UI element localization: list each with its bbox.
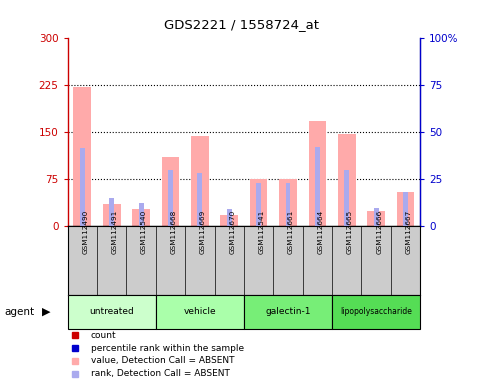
Bar (139, 202, 143, 227)
Text: GDS2221 / 1558724_at: GDS2221 / 1558724_at (164, 18, 319, 31)
Text: GSM112670: GSM112670 (229, 210, 235, 254)
Bar (374, 208, 379, 227)
Bar (344, 170, 349, 227)
Text: GSM112490: GSM112490 (82, 210, 88, 254)
Bar (162, 157, 179, 227)
Bar (103, 204, 120, 227)
Bar (73, 87, 91, 227)
Bar (80, 148, 85, 227)
Bar (279, 179, 297, 227)
Bar (250, 179, 268, 227)
Text: agent: agent (5, 307, 35, 317)
Bar (367, 211, 385, 227)
Text: GSM112665: GSM112665 (347, 210, 353, 254)
Text: GSM112668: GSM112668 (170, 210, 176, 254)
Text: GSM112491: GSM112491 (112, 210, 118, 254)
Text: count: count (90, 331, 116, 340)
Bar (403, 192, 408, 227)
Bar (397, 192, 414, 227)
Bar (168, 170, 173, 227)
Text: GSM112667: GSM112667 (406, 210, 412, 254)
Bar (191, 136, 209, 227)
Text: untreated: untreated (89, 307, 134, 316)
FancyBboxPatch shape (68, 295, 156, 329)
Bar (315, 147, 320, 227)
FancyBboxPatch shape (156, 295, 244, 329)
Text: GSM112661: GSM112661 (288, 210, 294, 254)
Bar (220, 215, 238, 227)
Bar (338, 134, 355, 227)
Text: rank, Detection Call = ABSENT: rank, Detection Call = ABSENT (90, 369, 229, 378)
Bar (309, 121, 326, 227)
FancyBboxPatch shape (244, 295, 332, 329)
Text: ▶: ▶ (42, 307, 50, 317)
Text: GSM112666: GSM112666 (376, 210, 382, 254)
Text: percentile rank within the sample: percentile rank within the sample (90, 344, 243, 353)
FancyBboxPatch shape (332, 295, 420, 329)
Text: lipopolysaccharide: lipopolysaccharide (340, 307, 412, 316)
Bar (256, 182, 261, 227)
Text: vehicle: vehicle (184, 307, 216, 316)
Bar (198, 173, 202, 227)
Text: GSM112541: GSM112541 (258, 210, 265, 254)
Bar (227, 209, 232, 227)
Text: GSM112664: GSM112664 (317, 210, 324, 254)
Text: GSM112669: GSM112669 (200, 210, 206, 254)
Text: galectin-1: galectin-1 (265, 307, 311, 316)
Text: value, Detection Call = ABSENT: value, Detection Call = ABSENT (90, 356, 234, 366)
Bar (132, 209, 150, 227)
Bar (285, 182, 290, 227)
Bar (109, 198, 114, 227)
Text: GSM112540: GSM112540 (141, 210, 147, 254)
